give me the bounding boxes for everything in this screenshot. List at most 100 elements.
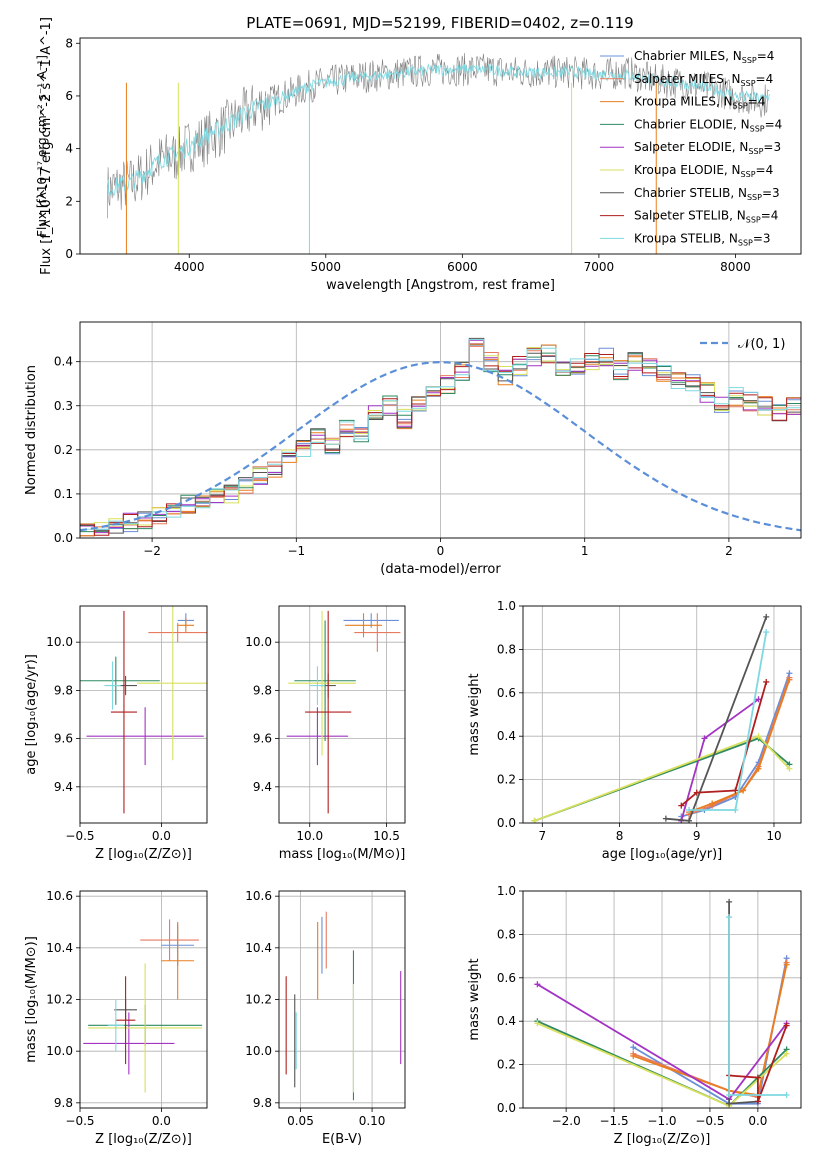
y-tick-label: 2 — [65, 194, 73, 208]
x-axis-label: Z [log₁₀(Z/Z⊙)] — [95, 847, 192, 862]
panel-spectrum: 4000 5000 6000 7000 8000 0 2 4 6 8 wavelength [Ang… — [35, 17, 802, 293]
x-axis-label: (data-model)/error — [380, 562, 501, 577]
y-tick-label: 10.0 — [245, 635, 272, 649]
x-tick-label: 7000 — [584, 260, 615, 274]
x-tick-label: 0.0 — [748, 1114, 767, 1128]
data-point-marker — [786, 676, 793, 683]
histogram-step — [80, 339, 801, 533]
y-tick-label: 0.8 — [497, 927, 516, 941]
y-tick-label: 1.0 — [497, 599, 516, 613]
spectrum-line — [106, 63, 770, 198]
y-tick-label: 8 — [65, 36, 73, 50]
legend: Chabrier MILES, NSSP=4 Salpeter MILES, NS… — [600, 49, 782, 247]
y-axis-label: mass [log₁₀(M/M⊙)] — [24, 936, 39, 1063]
y-axis-label: Flux [fλ10⁻¹⁷ erg cm⁻² s⁻¹ A⁻¹] — [35, 55, 49, 237]
x-tick-label: 6000 — [447, 260, 478, 274]
y-tick-label: 0 — [65, 247, 73, 261]
data-point-marker — [630, 1044, 637, 1051]
data-point-marker — [755, 733, 762, 740]
panel-weight_vs_Z: −2.0 −1.5 −1.0 −0.5 0.0 0.0 0.2 0.4 0.6 0.8 1.0 Z [… — [467, 884, 802, 1147]
x-tick-label: 0.10 — [359, 1114, 386, 1128]
data-point-marker — [783, 1050, 790, 1057]
x-tick-label: 1 — [581, 544, 589, 558]
histogram-step — [80, 344, 801, 537]
data-point-marker — [755, 765, 762, 772]
panel-mass_vs_ebv: 0.05 0.10 9.8 10.0 10.2 10.4 10.6 E(B-V) — [245, 889, 406, 1147]
panel-age_vs_Z: −0.5 0.0 9.4 9.6 9.8 10.0 Z [log₁₀(Z/Z⊙)] age [… — [24, 605, 208, 862]
legend-entry: Salpeter MILES, NSSP=4 — [634, 72, 773, 88]
panel-mass_vs_Z: −0.5 0.0 9.8 10.0 10.2 10.4 10.6 Z [log₁₀(Z/Z⊙)… — [24, 889, 208, 1147]
x-tick-label: −1.0 — [647, 1114, 676, 1128]
x-tick-label: 8000 — [720, 260, 751, 274]
legend-entry: Chabrier STELIB, NSSP=3 — [634, 186, 780, 202]
data-point-marker — [662, 815, 669, 822]
y-tick-label: 0.4 — [497, 729, 516, 743]
data-point-marker — [534, 981, 541, 988]
legend-entry: Kroupa STELIB, NSSP=3 — [634, 231, 771, 247]
data-point-marker — [740, 787, 747, 794]
legend-entry: Kroupa MILES, NSSP=4 — [634, 95, 765, 111]
weight-line — [680, 681, 768, 807]
x-tick-label: −1.5 — [599, 1114, 628, 1128]
plot-area — [285, 911, 402, 1101]
data-point-marker — [686, 806, 693, 813]
weight-line — [729, 1025, 788, 1102]
y-tick-label: 0.0 — [497, 1101, 516, 1115]
x-tick-label: −0.5 — [65, 1114, 94, 1128]
plot-area — [531, 613, 793, 823]
y-tick-label: 9.4 — [253, 780, 272, 794]
data-point-marker — [693, 789, 700, 796]
x-tick-label: 0 — [437, 544, 445, 558]
data-point-marker — [732, 787, 739, 794]
data-point-marker — [709, 800, 716, 807]
axes-frame — [79, 37, 802, 255]
weight-line — [728, 901, 758, 1105]
x-tick-label: −0.5 — [695, 1114, 724, 1128]
data-point-marker — [732, 806, 739, 813]
data-point-marker — [783, 1091, 790, 1098]
y-tick-label: 10.2 — [46, 993, 73, 1007]
gaussian-curve — [80, 360, 801, 532]
x-tick-label: 10 — [766, 829, 781, 843]
data-point-marker — [763, 613, 770, 620]
x-axis-label: Z [log₁₀(Z/Z⊙)] — [614, 1132, 711, 1147]
panel-residuals: −2 −1 0 1 2 0.0 0.1 0.2 0.3 0.4 (data-model)/error… — [24, 321, 802, 577]
y-tick-label: 0.2 — [54, 443, 73, 457]
x-tick-label: 5000 — [311, 260, 342, 274]
x-tick-label: −2.0 — [552, 1114, 581, 1128]
axes-frame — [522, 890, 802, 1109]
y-tick-label: 0.8 — [497, 642, 516, 656]
y-tick-label: 9.8 — [253, 683, 272, 697]
x-axis-label: wavelength [Angstrom, rest frame] — [326, 278, 555, 293]
plot-area — [534, 898, 790, 1108]
histogram-step — [80, 345, 801, 537]
y-tick-label: 1.0 — [497, 884, 516, 898]
panel-weight_vs_age: 7 8 9 10 0.0 0.2 0.4 0.6 0.8 1.0 age [log₁₀(age/yr… — [467, 599, 802, 862]
data-point-marker — [701, 735, 708, 742]
y-tick-label: 4 — [65, 142, 73, 156]
data-point-marker — [783, 961, 790, 968]
plot-area — [80, 337, 801, 537]
legend-entry: 𝒩(0, 1) — [738, 337, 785, 352]
histogram-step — [80, 339, 801, 534]
y-tick-label: 10.6 — [46, 889, 73, 903]
y-tick-label: 10.0 — [245, 1044, 272, 1058]
axes-frame — [79, 321, 802, 539]
x-axis-label: Z [log₁₀(Z/Z⊙)] — [95, 1132, 192, 1147]
y-tick-label: 9.6 — [54, 732, 73, 746]
y-tick-label: 9.6 — [253, 732, 272, 746]
x-tick-label: 10.0 — [296, 829, 323, 843]
data-point-marker — [783, 1022, 790, 1029]
x-tick-label: −1 — [287, 544, 305, 558]
y-axis-label: mass weight — [467, 958, 482, 1040]
y-tick-label: 0.1 — [54, 487, 73, 501]
y-tick-label: 0.3 — [54, 399, 73, 413]
y-tick-label: 0.4 — [54, 355, 73, 369]
data-point-marker — [754, 1098, 761, 1105]
x-tick-label: 10.5 — [373, 829, 400, 843]
y-axis-label: mass weight — [467, 673, 482, 755]
y-tick-label: 0.6 — [497, 971, 516, 985]
x-tick-label: 0.0 — [152, 1114, 171, 1128]
y-axis-label: Normed distribution — [24, 365, 39, 495]
